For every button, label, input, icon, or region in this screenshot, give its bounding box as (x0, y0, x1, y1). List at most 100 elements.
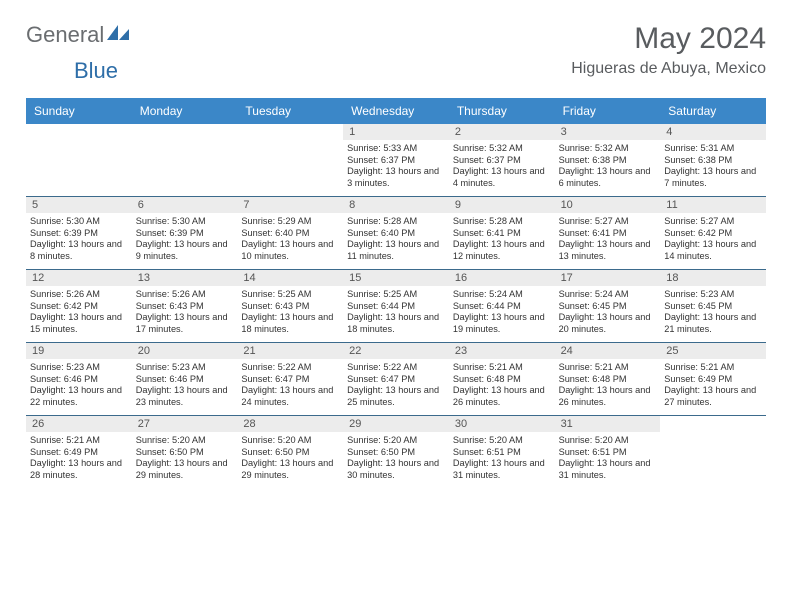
day-info: Sunrise: 5:20 AMSunset: 6:51 PMDaylight:… (559, 435, 657, 481)
daylight-text: Daylight: 13 hours and 9 minutes. (136, 239, 234, 262)
day-info: Sunrise: 5:32 AMSunset: 6:38 PMDaylight:… (559, 143, 657, 189)
brand-part1: General (26, 22, 104, 48)
sunset-text: Sunset: 6:40 PM (347, 228, 445, 240)
sunset-text: Sunset: 6:44 PM (453, 301, 551, 313)
sunset-text: Sunset: 6:49 PM (664, 374, 762, 386)
day-cell: 10Sunrise: 5:27 AMSunset: 6:41 PMDayligh… (555, 197, 661, 269)
day-cell: 28Sunrise: 5:20 AMSunset: 6:50 PMDayligh… (237, 416, 343, 488)
day-number: 2 (449, 124, 555, 140)
day-cell: 6Sunrise: 5:30 AMSunset: 6:39 PMDaylight… (132, 197, 238, 269)
day-cell: 19Sunrise: 5:23 AMSunset: 6:46 PMDayligh… (26, 343, 132, 415)
sunrise-text: Sunrise: 5:29 AM (241, 216, 339, 228)
day-info: Sunrise: 5:21 AMSunset: 6:48 PMDaylight:… (453, 362, 551, 408)
sunset-text: Sunset: 6:47 PM (241, 374, 339, 386)
daylight-text: Daylight: 13 hours and 28 minutes. (30, 458, 128, 481)
sunset-text: Sunset: 6:46 PM (136, 374, 234, 386)
daylight-text: Daylight: 13 hours and 24 minutes. (241, 385, 339, 408)
sunrise-text: Sunrise: 5:27 AM (559, 216, 657, 228)
day-number: 26 (26, 416, 132, 432)
dayhead-sat: Saturday (660, 98, 766, 124)
day-cell: 12Sunrise: 5:26 AMSunset: 6:42 PMDayligh… (26, 270, 132, 342)
sunset-text: Sunset: 6:42 PM (664, 228, 762, 240)
day-info: Sunrise: 5:26 AMSunset: 6:43 PMDaylight:… (136, 289, 234, 335)
sunset-text: Sunset: 6:43 PM (136, 301, 234, 313)
day-info: Sunrise: 5:28 AMSunset: 6:40 PMDaylight:… (347, 216, 445, 262)
day-cell: 11 Sunrise: 5:27 AMSunset: 6:42 PMDayligh… (660, 197, 766, 269)
daylight-text: Daylight: 13 hours and 10 minutes. (241, 239, 339, 262)
day-number: 29 (343, 416, 449, 432)
day-number: 12 (26, 270, 132, 286)
week-row: 1Sunrise: 5:33 AMSunset: 6:37 PMDaylight… (26, 124, 766, 196)
day-number: 3 (555, 124, 661, 140)
day-info: Sunrise: 5:24 AMSunset: 6:44 PMDaylight:… (453, 289, 551, 335)
sunset-text: Sunset: 6:51 PM (559, 447, 657, 459)
day-info: Sunrise: 5:23 AMSunset: 6:46 PMDaylight:… (136, 362, 234, 408)
daylight-text: Daylight: 13 hours and 14 minutes. (664, 239, 762, 262)
day-info: Sunrise: 5:22 AMSunset: 6:47 PMDaylight:… (347, 362, 445, 408)
day-info: Sunrise: 5:31 AMSunset: 6:38 PMDaylight:… (664, 143, 762, 189)
logo-sail-icon (107, 22, 129, 48)
daylight-text: Daylight: 13 hours and 22 minutes. (30, 385, 128, 408)
day-cell: 20 Sunrise: 5:23 AMSunset: 6:46 PMDayligh… (132, 343, 238, 415)
sunset-text: Sunset: 6:38 PM (664, 155, 762, 167)
day-cell: 4Sunrise: 5:31 AMSunset: 6:38 PMDaylight… (660, 124, 766, 196)
dayhead-tue: Tuesday (237, 98, 343, 124)
weeks-container: 1Sunrise: 5:33 AMSunset: 6:37 PMDaylight… (26, 124, 766, 488)
sunset-text: Sunset: 6:41 PM (453, 228, 551, 240)
day-header-row: Sunday Monday Tuesday Wednesday Thursday… (26, 98, 766, 124)
sunset-text: Sunset: 6:40 PM (241, 228, 339, 240)
location-label: Higueras de Abuya, Mexico (571, 60, 766, 78)
day-cell: 30Sunrise: 5:20 AMSunset: 6:51 PMDayligh… (449, 416, 555, 488)
day-number: 19 (26, 343, 132, 359)
daylight-text: Daylight: 13 hours and 26 minutes. (453, 385, 551, 408)
daylight-text: Daylight: 13 hours and 26 minutes. (559, 385, 657, 408)
day-number: 10 (555, 197, 661, 213)
day-info: Sunrise: 5:30 AMSunset: 6:39 PMDaylight:… (30, 216, 128, 262)
sunrise-text: Sunrise: 5:21 AM (453, 362, 551, 374)
day-cell: 15Sunrise: 5:25 AMSunset: 6:44 PMDayligh… (343, 270, 449, 342)
day-cell (237, 124, 343, 196)
day-number: 24 (555, 343, 661, 359)
day-number: 9 (449, 197, 555, 213)
sunset-text: Sunset: 6:45 PM (664, 301, 762, 313)
day-cell: 14Sunrise: 5:25 AMSunset: 6:43 PMDayligh… (237, 270, 343, 342)
day-info: Sunrise: 5:20 AMSunset: 6:51 PMDaylight:… (453, 435, 551, 481)
daylight-text: Daylight: 13 hours and 18 minutes. (241, 312, 339, 335)
calendar-grid: Sunday Monday Tuesday Wednesday Thursday… (26, 98, 766, 488)
day-number: 22 (343, 343, 449, 359)
sunrise-text: Sunrise: 5:22 AM (241, 362, 339, 374)
daylight-text: Daylight: 13 hours and 17 minutes. (136, 312, 234, 335)
week-row: 26Sunrise: 5:21 AMSunset: 6:49 PMDayligh… (26, 415, 766, 488)
day-cell: 5Sunrise: 5:30 AMSunset: 6:39 PMDaylight… (26, 197, 132, 269)
day-number: 31 (555, 416, 661, 432)
daylight-text: Daylight: 13 hours and 12 minutes. (453, 239, 551, 262)
calendar-document: General May 2024 Higueras de Abuya, Mexi… (0, 0, 792, 498)
sunrise-text: Sunrise: 5:30 AM (30, 216, 128, 228)
daylight-text: Daylight: 13 hours and 25 minutes. (347, 385, 445, 408)
day-cell: 18Sunrise: 5:23 AMSunset: 6:45 PMDayligh… (660, 270, 766, 342)
day-number: 23 (449, 343, 555, 359)
week-row: 5Sunrise: 5:30 AMSunset: 6:39 PMDaylight… (26, 196, 766, 269)
sunset-text: Sunset: 6:43 PM (241, 301, 339, 313)
day-number: 20 (132, 343, 238, 359)
sunset-text: Sunset: 6:46 PM (30, 374, 128, 386)
day-info: Sunrise: 5:21 AMSunset: 6:49 PMDaylight:… (664, 362, 762, 408)
brand-part2: Blue (74, 58, 118, 84)
sunrise-text: Sunrise: 5:25 AM (241, 289, 339, 301)
month-title: May 2024 (571, 22, 766, 56)
day-info: Sunrise: 5:21 AMSunset: 6:48 PMDaylight:… (559, 362, 657, 408)
sunrise-text: Sunrise: 5:22 AM (347, 362, 445, 374)
sunset-text: Sunset: 6:44 PM (347, 301, 445, 313)
sunrise-text: Sunrise: 5:26 AM (136, 289, 234, 301)
day-cell: 27Sunrise: 5:20 AMSunset: 6:50 PMDayligh… (132, 416, 238, 488)
day-cell: 3 Sunrise: 5:32 AMSunset: 6:38 PMDaylight… (555, 124, 661, 196)
day-number: 11 (660, 197, 766, 213)
daylight-text: Daylight: 13 hours and 31 minutes. (559, 458, 657, 481)
sunrise-text: Sunrise: 5:27 AM (664, 216, 762, 228)
day-number: 13 (132, 270, 238, 286)
day-cell: 24 Sunrise: 5:21 AMSunset: 6:48 PMDayligh… (555, 343, 661, 415)
day-cell: 13 Sunrise: 5:26 AMSunset: 6:43 PMDayligh… (132, 270, 238, 342)
sunrise-text: Sunrise: 5:26 AM (30, 289, 128, 301)
day-info: Sunrise: 5:28 AMSunset: 6:41 PMDaylight:… (453, 216, 551, 262)
sunrise-text: Sunrise: 5:24 AM (559, 289, 657, 301)
